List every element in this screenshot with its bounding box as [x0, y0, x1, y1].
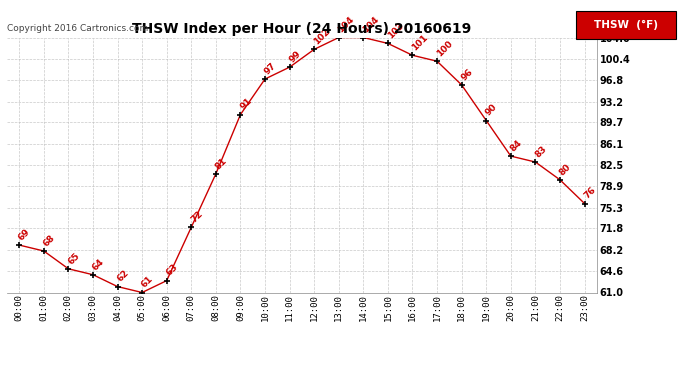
Text: 80: 80 [558, 162, 573, 177]
Text: 96: 96 [460, 67, 475, 82]
Text: 103: 103 [386, 21, 405, 40]
Text: 65: 65 [66, 251, 81, 266]
Text: 68: 68 [41, 233, 57, 248]
Text: 102: 102 [312, 27, 331, 46]
Text: 76: 76 [582, 186, 598, 201]
Text: 69: 69 [17, 227, 32, 242]
Text: 97: 97 [263, 61, 278, 76]
Text: 104: 104 [361, 15, 381, 35]
Text: 99: 99 [288, 49, 303, 64]
Text: 91: 91 [238, 96, 253, 112]
Text: 81: 81 [214, 156, 229, 171]
Text: THSW  (°F): THSW (°F) [594, 20, 658, 30]
Text: 64: 64 [91, 256, 106, 272]
Text: 104: 104 [337, 15, 356, 35]
Text: 84: 84 [509, 138, 524, 153]
Text: 61: 61 [140, 274, 155, 290]
Title: THSW Index per Hour (24 Hours) 20160619: THSW Index per Hour (24 Hours) 20160619 [132, 22, 471, 36]
Text: Copyright 2016 Cartronics.com: Copyright 2016 Cartronics.com [7, 24, 148, 33]
Text: 62: 62 [115, 268, 130, 284]
Text: 100: 100 [435, 39, 454, 58]
Text: 90: 90 [484, 102, 500, 118]
Text: 83: 83 [533, 144, 549, 159]
Text: 72: 72 [189, 209, 204, 225]
Text: 63: 63 [164, 262, 179, 278]
Text: 101: 101 [411, 33, 430, 53]
